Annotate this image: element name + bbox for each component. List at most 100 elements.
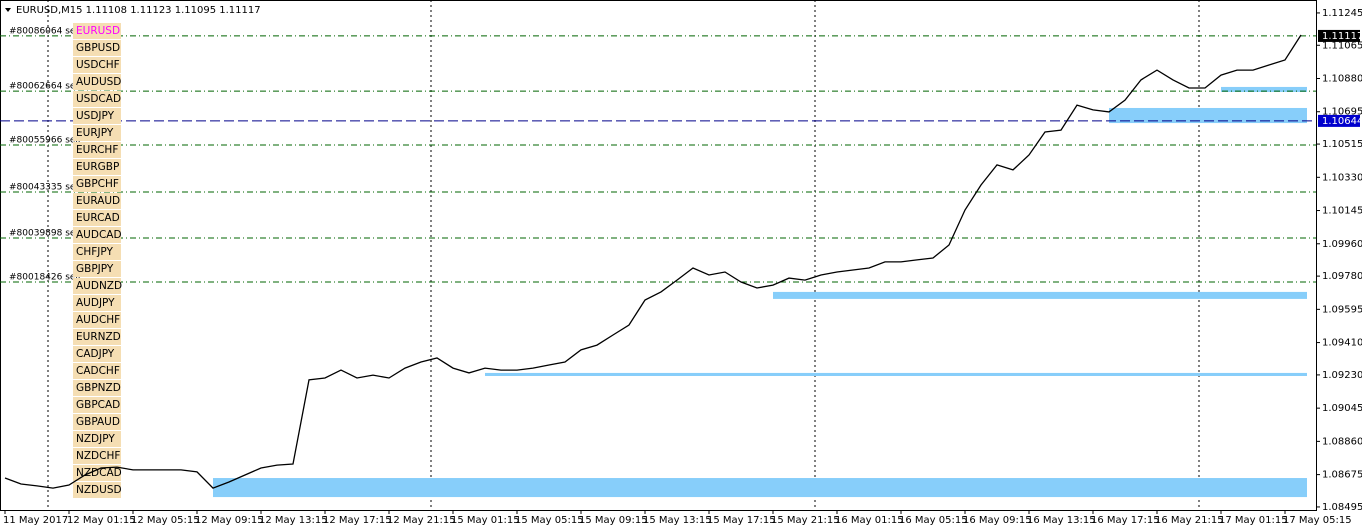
- symbol-label[interactable]: CADCHF: [76, 365, 120, 377]
- x-tick-label: 16 May 09:15: [963, 515, 1032, 526]
- symbol-button[interactable]: [73, 465, 121, 481]
- bid-tag: [1318, 29, 1360, 42]
- x-tick-label: 12 May 17:15: [323, 515, 392, 526]
- x-tick-label: 15 May 01:15: [451, 515, 520, 526]
- x-tick-label: 16 May 17:15: [1091, 515, 1160, 526]
- symbol-label[interactable]: CHFJPY: [76, 246, 113, 258]
- symbol-button[interactable]: [73, 482, 121, 498]
- symbol-button[interactable]: [73, 227, 121, 243]
- symbol-button[interactable]: [73, 57, 121, 73]
- menu-arrow[interactable]: [5, 8, 11, 12]
- y-tick-label: 1.08675: [1322, 470, 1362, 481]
- symbol-label[interactable]: GBPCAD: [76, 399, 120, 411]
- symbol-label[interactable]: NZDCAD: [76, 467, 122, 479]
- symbol-button[interactable]: [73, 108, 121, 124]
- order-label: #80018426 sell: [9, 273, 80, 283]
- y-tick-label: 1.09045: [1322, 403, 1362, 414]
- y-tick-label: 1.10695: [1322, 107, 1362, 118]
- symbol-button[interactable]: [73, 193, 121, 209]
- zone: [1109, 107, 1307, 124]
- symbol-button[interactable]: [73, 363, 121, 379]
- symbol-label[interactable]: GBPJPY: [76, 263, 114, 275]
- order-label: #80062664 sell: [9, 82, 80, 92]
- symbol-label[interactable]: GBPAUD: [76, 416, 120, 428]
- symbol-label[interactable]: AUDUSD: [76, 76, 121, 88]
- symbol-label[interactable]: NZDCHF: [76, 450, 120, 462]
- y-tick-label: 1.10145: [1322, 206, 1362, 217]
- symbol-label[interactable]: EURJPY: [76, 127, 114, 139]
- zone: [213, 478, 1307, 498]
- zone: [485, 372, 1307, 376]
- x-tick-label: 15 May 21:15: [771, 515, 840, 526]
- price-line-series: [4, 34, 1302, 489]
- symbol-button[interactable]: [73, 125, 121, 141]
- x-tick-label: 11 May 2017: [3, 515, 68, 526]
- symbol-label[interactable]: AUDCHF: [76, 314, 120, 326]
- symbol-label[interactable]: EURAUD: [76, 195, 120, 207]
- symbol-label[interactable]: EURGBP: [76, 161, 119, 173]
- symbol-button[interactable]: [73, 244, 121, 260]
- symbol-label[interactable]: GBPUSD: [76, 42, 120, 54]
- order-label: #80055966 sell: [9, 135, 80, 145]
- symbol-label[interactable]: GBPCHF: [76, 178, 119, 190]
- zone: [773, 291, 1307, 299]
- y-tick-label: 1.09780: [1322, 271, 1362, 282]
- symbol-label[interactable]: USDJPY: [76, 110, 115, 122]
- symbol-label[interactable]: EURCHF: [76, 144, 118, 156]
- symbol-button[interactable]: [73, 91, 121, 107]
- symbol-button[interactable]: [73, 448, 121, 464]
- symbol-button[interactable]: [73, 295, 121, 311]
- symbol-label[interactable]: EURCAD: [76, 212, 120, 224]
- y-tick-label: 1.10330: [1322, 172, 1362, 183]
- symbol-label[interactable]: AUDNZD: [76, 280, 122, 292]
- x-tick-label: 17 May 01:15: [1219, 515, 1288, 526]
- symbol-button[interactable]: [73, 414, 121, 430]
- symbol-button[interactable]: [73, 23, 121, 39]
- x-tick-label: 12 May 09:15: [195, 515, 264, 526]
- x-tick-label: 16 May 05:15: [899, 515, 968, 526]
- symbol-label[interactable]: USDCAD: [76, 93, 121, 105]
- x-tick-label: 16 May 01:15: [835, 515, 904, 526]
- symbol-button[interactable]: [73, 176, 121, 192]
- order-label: #80043335 sell: [9, 183, 80, 193]
- symbol-button[interactable]: [73, 312, 121, 328]
- symbol-button[interactable]: [73, 431, 121, 447]
- symbol-label[interactable]: NZDJPY: [76, 433, 115, 445]
- x-tick-label: 15 May 17:15: [707, 515, 776, 526]
- symbol-label[interactable]: GBPNZD: [76, 382, 121, 394]
- x-tick-label: 12 May 13:15: [259, 515, 328, 526]
- symbol-label[interactable]: NZDUSD: [76, 484, 122, 496]
- plot-frame: [0, 0, 1317, 511]
- symbol-button[interactable]: [73, 380, 121, 396]
- order-label: #80086064 sell: [9, 26, 80, 36]
- symbol-button[interactable]: [73, 159, 121, 175]
- bid-tag-label: 1.11117: [1322, 31, 1362, 42]
- symbol-button[interactable]: [73, 142, 121, 158]
- x-tick-label: 16 May 21:15: [1155, 515, 1224, 526]
- symbol-label[interactable]: CADJPY: [76, 348, 115, 360]
- symbol-button[interactable]: [73, 40, 121, 56]
- symbol-button[interactable]: [73, 278, 121, 294]
- symbol-label[interactable]: USDCHF: [76, 59, 120, 71]
- symbol-label[interactable]: EURUSD: [76, 25, 120, 37]
- symbol-label[interactable]: EURNZD: [76, 331, 121, 343]
- x-tick-label: 12 May 05:15: [131, 515, 200, 526]
- symbol-label[interactable]: AUDJPY: [76, 297, 115, 309]
- price-tag-label: 1.10644: [1322, 116, 1362, 127]
- symbol-button[interactable]: [73, 74, 121, 90]
- y-tick-label: 1.09595: [1322, 304, 1362, 315]
- symbol-button[interactable]: [73, 261, 121, 277]
- symbol-button[interactable]: [73, 346, 121, 362]
- x-tick-label: 12 May 01:15: [67, 515, 136, 526]
- y-tick-label: 1.09960: [1322, 239, 1362, 250]
- y-tick-label: 1.10515: [1322, 139, 1362, 150]
- symbol-button[interactable]: [73, 210, 121, 226]
- y-tick-label: 1.08495: [1322, 502, 1362, 513]
- symbol-label[interactable]: AUDCAD: [76, 229, 122, 241]
- symbol-button[interactable]: [73, 329, 121, 345]
- x-tick-label: 15 May 09:15: [579, 515, 648, 526]
- y-tick-label: 1.09410: [1322, 338, 1362, 349]
- symbol-button[interactable]: [73, 397, 121, 413]
